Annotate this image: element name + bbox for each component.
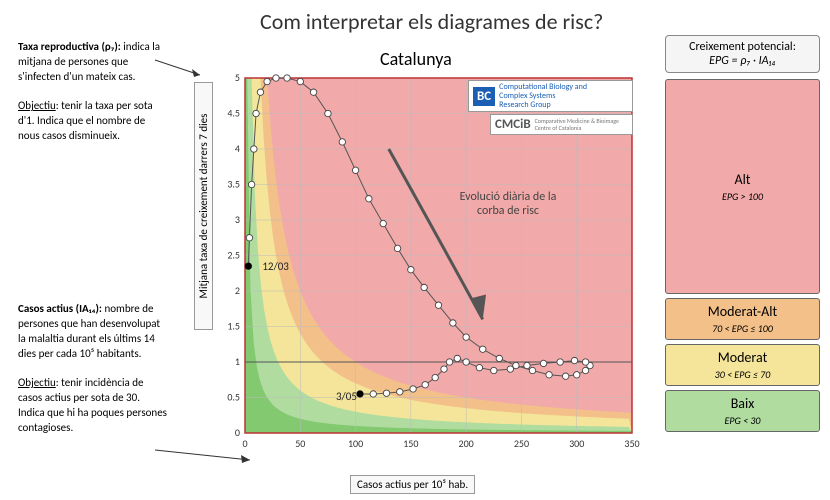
- svg-text:4: 4: [235, 142, 240, 155]
- evolution-label: Evolució diària de la corba de risc: [448, 190, 568, 218]
- svg-text:3.5: 3.5: [227, 178, 240, 191]
- svg-text:150: 150: [403, 437, 418, 450]
- legend-header: Creixement potencial: EPG = ρ₇ · IA₁₄: [665, 35, 820, 73]
- svg-text:2.5: 2.5: [227, 249, 240, 262]
- svg-text:300: 300: [569, 437, 584, 450]
- svg-text:100: 100: [348, 437, 363, 450]
- leader-arrow-rho: [150, 50, 210, 80]
- svg-text:5: 5: [235, 71, 240, 84]
- svg-text:250: 250: [514, 437, 529, 450]
- annotation-ia: Casos actius (IA₁₄): nombre de persones …: [18, 302, 168, 436]
- logo-biocomsc: BC Computational Biology andComplex Syst…: [468, 80, 633, 112]
- svg-text:0: 0: [242, 437, 247, 450]
- y-axis-label: Mitjana taxa de creixement darrers 7 die…: [194, 82, 213, 330]
- logo-cmcib: CMCiB Comparative Medicine & BioimageCen…: [490, 114, 633, 135]
- svg-text:12/03: 12/03: [262, 260, 289, 273]
- svg-text:2: 2: [235, 284, 240, 297]
- legend-level-moderat: Moderat30 < EPG ≤ 70: [665, 344, 820, 386]
- svg-text:1: 1: [235, 355, 240, 368]
- chart-title: Catalunya: [380, 48, 452, 70]
- svg-text:1.5: 1.5: [227, 320, 240, 333]
- svg-text:350: 350: [624, 437, 639, 450]
- svg-text:0: 0: [235, 426, 240, 439]
- svg-text:200: 200: [459, 437, 474, 450]
- legend-level-baix: BaixEPG < 30: [665, 390, 820, 432]
- svg-text:3: 3: [235, 213, 240, 226]
- legend-level-moderat-alt: Moderat-Alt70 < EPG ≤ 100: [665, 298, 820, 340]
- svg-text:3/05: 3/05: [336, 390, 357, 403]
- svg-text:50: 50: [295, 437, 305, 450]
- legend: Creixement potencial: EPG = ρ₇ · IA₁₄ Al…: [665, 35, 820, 436]
- legend-level-alt: AltEPG > 100: [665, 79, 820, 294]
- main-title: Com interpretar els diagrames de risc?: [260, 8, 603, 35]
- svg-text:0.5: 0.5: [227, 391, 240, 404]
- svg-text:4.5: 4.5: [227, 107, 240, 120]
- annotation-rho: Taxa reproductiva (ρ₇): indica la mitjan…: [18, 40, 168, 144]
- x-axis-label: Casos actius per 10⁵ hab.: [350, 475, 475, 494]
